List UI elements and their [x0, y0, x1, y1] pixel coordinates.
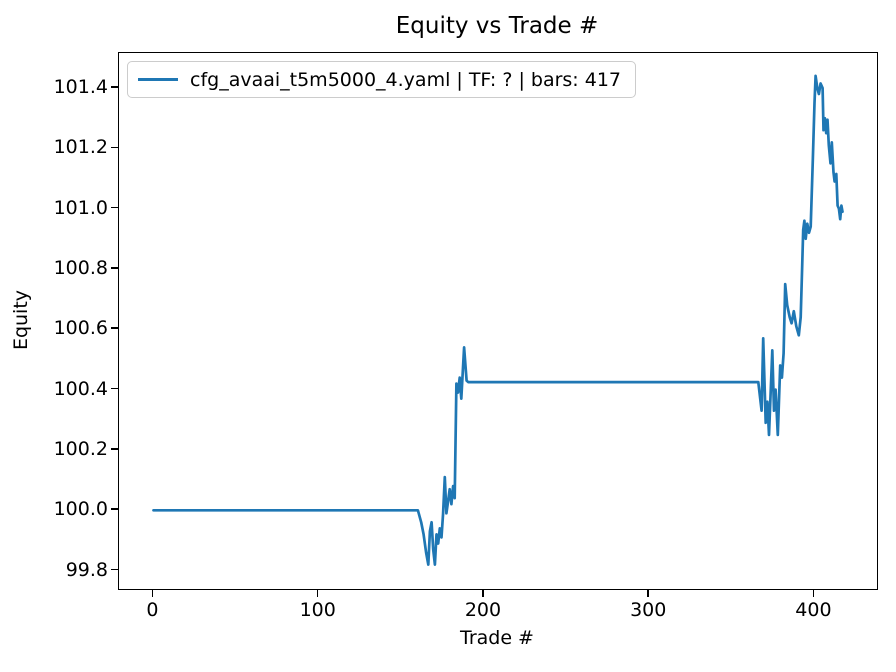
- equity-curve-svg: [152, 74, 844, 566]
- y-tick-label: 100.6: [53, 317, 108, 340]
- x-tick-label: 100: [299, 599, 336, 621]
- x-tick-mark: [482, 589, 484, 597]
- x-tick-label: 300: [630, 599, 667, 621]
- legend-label: cfg_avaai_t5m5000_4.yaml | TF: ? | bars:…: [190, 68, 622, 91]
- x-tick-label: 400: [795, 599, 832, 621]
- x-tick-label: 200: [464, 599, 502, 621]
- y-tick-mark: [111, 448, 118, 450]
- chart-title: Equity vs Trade #: [395, 13, 599, 39]
- x-axis-label: Trade #: [460, 627, 534, 649]
- x-tick-mark: [316, 589, 319, 597]
- y-tick-mark: [111, 206, 118, 209]
- y-tick-mark: [111, 387, 118, 390]
- y-tick-mark: [111, 146, 118, 149]
- y-tick-mark: [111, 568, 118, 571]
- y-tick-label: 101.4: [53, 75, 108, 98]
- legend: cfg_avaai_t5m5000_4.yaml | TF: ? | bars:…: [127, 61, 637, 98]
- legend-line-sample: [138, 77, 178, 82]
- x-tick-mark: [151, 589, 154, 597]
- y-tick-label: 99.8: [65, 558, 108, 581]
- y-tick-label: 101.2: [53, 136, 108, 159]
- y-tick-label: 100.0: [53, 498, 108, 521]
- equity-line: [152, 74, 844, 566]
- y-tick-label: 101.0: [53, 196, 108, 219]
- y-tick-mark: [111, 327, 118, 330]
- x-tick-label: 0: [146, 599, 159, 621]
- y-tick-label: 100.2: [53, 437, 108, 460]
- y-tick-label: 100.8: [53, 256, 108, 279]
- y-tick-mark: [111, 267, 118, 269]
- x-tick-mark: [812, 589, 815, 597]
- y-tick-label: 100.4: [53, 377, 108, 400]
- y-axis-label: Equity: [10, 289, 32, 351]
- plot-area: cfg_avaai_t5m5000_4.yaml | TF: ? | bars:…: [118, 52, 878, 590]
- y-tick-mark: [111, 508, 118, 511]
- y-tick-mark: [111, 86, 118, 88]
- x-tick-mark: [647, 589, 649, 597]
